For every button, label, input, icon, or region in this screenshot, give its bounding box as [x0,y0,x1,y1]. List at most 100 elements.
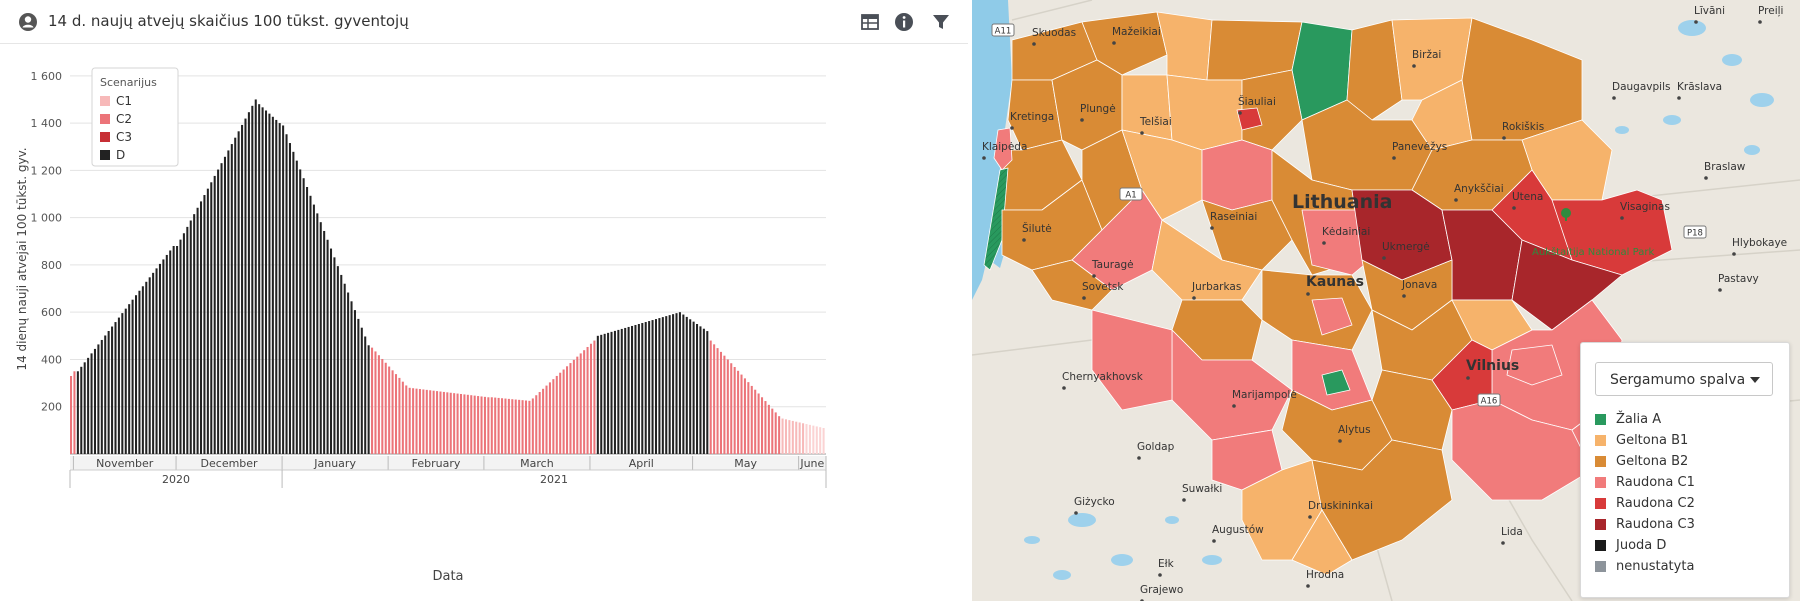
city-dot [1032,42,1036,46]
bar [384,362,387,454]
city-dot [1238,111,1242,115]
region-vilnius-city[interactable] [1506,344,1563,386]
bar [473,395,476,454]
city-dot [1210,226,1214,230]
bar [566,366,569,454]
city-label: Šilutė [1022,222,1052,235]
map-legend-item[interactable]: nenustatyta [1595,556,1695,577]
bar [381,358,384,454]
bar [408,387,411,454]
filter-icon[interactable] [930,11,952,33]
legend-label[interactable]: C1 [116,94,132,108]
bar [463,394,466,454]
bar [104,335,107,454]
road-shield [1683,225,1707,239]
city-dot [1382,256,1386,260]
city-dot [1512,206,1516,210]
city-label: Šiauliai [1238,95,1276,108]
region-birstonas[interactable] [1321,369,1351,396]
region-telsiai[interactable] [1121,74,1173,141]
month-label: May [734,457,757,470]
bar [665,316,668,454]
legend-swatch [100,150,110,160]
bar [158,263,161,454]
bar [668,315,671,454]
bar [145,281,148,454]
region-siauliai-city[interactable] [1236,107,1263,131]
region-pagegiai[interactable] [1031,259,1113,311]
bar [767,404,770,454]
bar [442,391,445,454]
road-label: P18 [1687,229,1703,239]
month-band [70,456,826,470]
info-icon[interactable] [893,11,915,33]
bar [258,104,261,454]
bar [244,118,247,455]
bar [733,367,736,454]
bar [76,371,79,454]
map-legend-item[interactable]: Raudona C1 [1595,472,1695,493]
map-legend-item[interactable]: Žalia A [1595,409,1695,430]
bar [247,112,250,454]
bar [241,124,244,455]
bar [644,322,647,454]
city-dot [1454,198,1458,202]
region-kaunas-city[interactable] [1311,297,1353,336]
bar [162,259,165,454]
bar [261,107,264,455]
bar [466,394,469,454]
bar [436,391,439,454]
bar [439,391,442,454]
x-axis-title: Data [432,569,463,584]
map-legend-item[interactable]: Geltona B2 [1595,451,1695,472]
bar [716,348,719,454]
region-pasvalys[interactable] [1346,19,1403,121]
city-dot [1158,573,1162,577]
city-dot [1758,20,1762,24]
bar [299,169,302,454]
city-dot [1322,241,1326,245]
bar [784,419,788,454]
legend-label[interactable]: C3 [116,130,132,144]
bar [230,144,233,454]
region-kelme[interactable] [1166,74,1243,151]
legend-label[interactable]: D [116,148,125,162]
region-marijampole[interactable] [1171,329,1293,441]
bar [210,182,213,454]
bar [377,355,380,454]
choropleth-map[interactable]: Mažeikiai Skuodas Biržai Līvāni Preiļi Kretin… [972,0,1800,601]
region-druskininkai[interactable] [1291,509,1353,576]
dropdown-label: Sergamumo spalva [1610,372,1746,388]
city-label: Alytus [1338,424,1371,436]
incidence-color-dropdown[interactable]: Sergamumo spalva [1595,362,1773,396]
bar [743,378,746,454]
bar [388,366,391,454]
legend-label[interactable]: C2 [116,112,132,126]
map-legend-item[interactable]: Raudona C2 [1595,493,1695,514]
bar [624,327,627,454]
map-panel[interactable]: Mažeikiai Skuodas Biržai Līvāni Preiļi Kretin… [972,0,1800,601]
bar [477,396,480,454]
map-legend-item[interactable]: Juoda D [1595,535,1695,556]
region-klaipeda-city[interactable] [993,127,1013,171]
regions[interactable] [983,11,1673,576]
map-legend-item[interactable]: Geltona B1 [1595,430,1695,451]
region-neringa[interactable] [983,167,1009,271]
region-vilkaviskis[interactable] [1091,309,1173,411]
city-label: Daugavpils [1612,81,1670,93]
legend-swatch [100,132,110,142]
city-label: Druskininkai [1308,500,1373,512]
bar [501,398,504,454]
bar [309,195,312,454]
bar [613,330,616,454]
map-legend-item[interactable]: Raudona C3 [1595,514,1695,535]
bar [518,399,521,454]
region-radviliskis[interactable] [1201,139,1273,211]
bar [678,312,681,454]
legend-label: Juoda D [1616,538,1667,553]
city-label: Līvāni [1694,5,1725,17]
bar [459,393,463,454]
bar [771,408,774,454]
table-icon[interactable] [859,11,881,33]
region-mazeikiai[interactable] [1081,11,1168,76]
